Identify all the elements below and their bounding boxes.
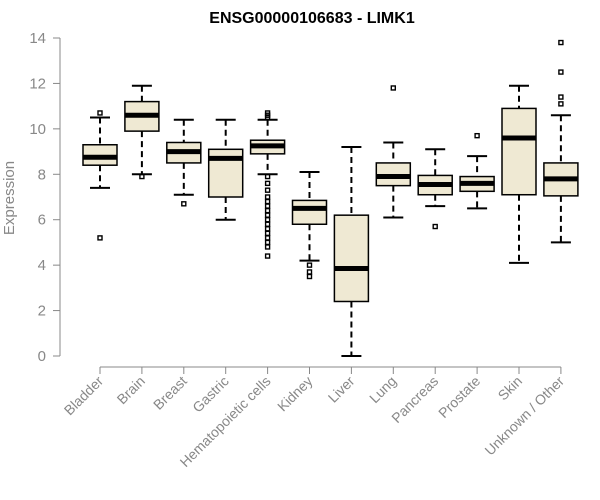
outlier-point: [264, 221, 271, 227]
outlier-point: [474, 132, 480, 139]
y-tick-label: 14: [29, 30, 46, 47]
outlier-point: [264, 212, 271, 218]
outlier-point: [264, 198, 271, 205]
box-group: [459, 132, 495, 210]
x-tick-label: Prostate: [435, 373, 483, 421]
outlier-point: [97, 110, 103, 116]
outlier-point: [558, 69, 564, 75]
outlier-point: [264, 180, 271, 187]
outlier-point: [390, 85, 396, 91]
box-group: [82, 110, 118, 241]
outlier-point: [264, 207, 271, 214]
outlier-point: [264, 203, 271, 209]
outlier-point: [97, 235, 103, 241]
box-group: [207, 118, 244, 221]
x-tick-label: Unknown / Other: [481, 373, 567, 459]
outlier-point: [264, 194, 271, 200]
box: [291, 199, 328, 226]
y-tick-label: 12: [29, 75, 46, 92]
chart-title: ENSG00000106683 - LIMK1: [209, 10, 415, 27]
box-group: [375, 85, 412, 219]
outlier-point: [306, 262, 313, 268]
x-tick-label: Bladder: [61, 373, 107, 419]
y-tick-label: 6: [38, 212, 46, 229]
outlier-point: [264, 217, 271, 223]
y-tick-label: 8: [38, 166, 46, 183]
outlier-point: [306, 273, 313, 280]
box-group: [417, 148, 453, 230]
outlier-point: [558, 101, 564, 107]
outlier-point: [264, 230, 271, 237]
outlier-point: [432, 223, 438, 230]
outlier-point: [264, 244, 271, 250]
outlier-point: [264, 187, 271, 193]
outlier-point: [264, 235, 271, 241]
outlier-point: [264, 226, 271, 232]
box-group: [124, 84, 160, 180]
plot-area: [82, 39, 579, 357]
box-group: [291, 171, 328, 280]
box-group: [543, 39, 579, 244]
y-tick-label: 0: [38, 348, 46, 365]
box: [501, 107, 537, 196]
x-tick-label: Breast: [150, 373, 190, 413]
outlier-point: [558, 39, 564, 46]
y-tick-label: 4: [38, 257, 46, 274]
outlier-point: [306, 269, 313, 275]
box-group: [166, 118, 202, 207]
outlier-point: [181, 201, 187, 207]
x-tick-label: Liver: [325, 373, 358, 406]
y-tick-label: 10: [29, 121, 46, 138]
outlier-point: [264, 173, 271, 180]
box: [333, 214, 370, 303]
box-group: [333, 146, 370, 357]
box-group: [249, 110, 286, 259]
x-tick-label: Brain: [114, 373, 148, 407]
y-tick-label: 2: [38, 303, 46, 320]
y-axis-label: Expression: [1, 161, 18, 235]
x-tick-label: Pancreas: [388, 373, 441, 426]
outlier-point: [264, 239, 271, 246]
x-tick-label: Lung: [366, 373, 399, 406]
outlier-point: [264, 110, 271, 116]
outlier-point: [558, 94, 564, 100]
box-group: [501, 84, 537, 264]
outlier-point: [139, 173, 145, 180]
x-tick-label: Kidney: [274, 373, 316, 415]
x-tick-label: Skin: [495, 373, 526, 404]
outlier-point: [264, 253, 271, 259]
